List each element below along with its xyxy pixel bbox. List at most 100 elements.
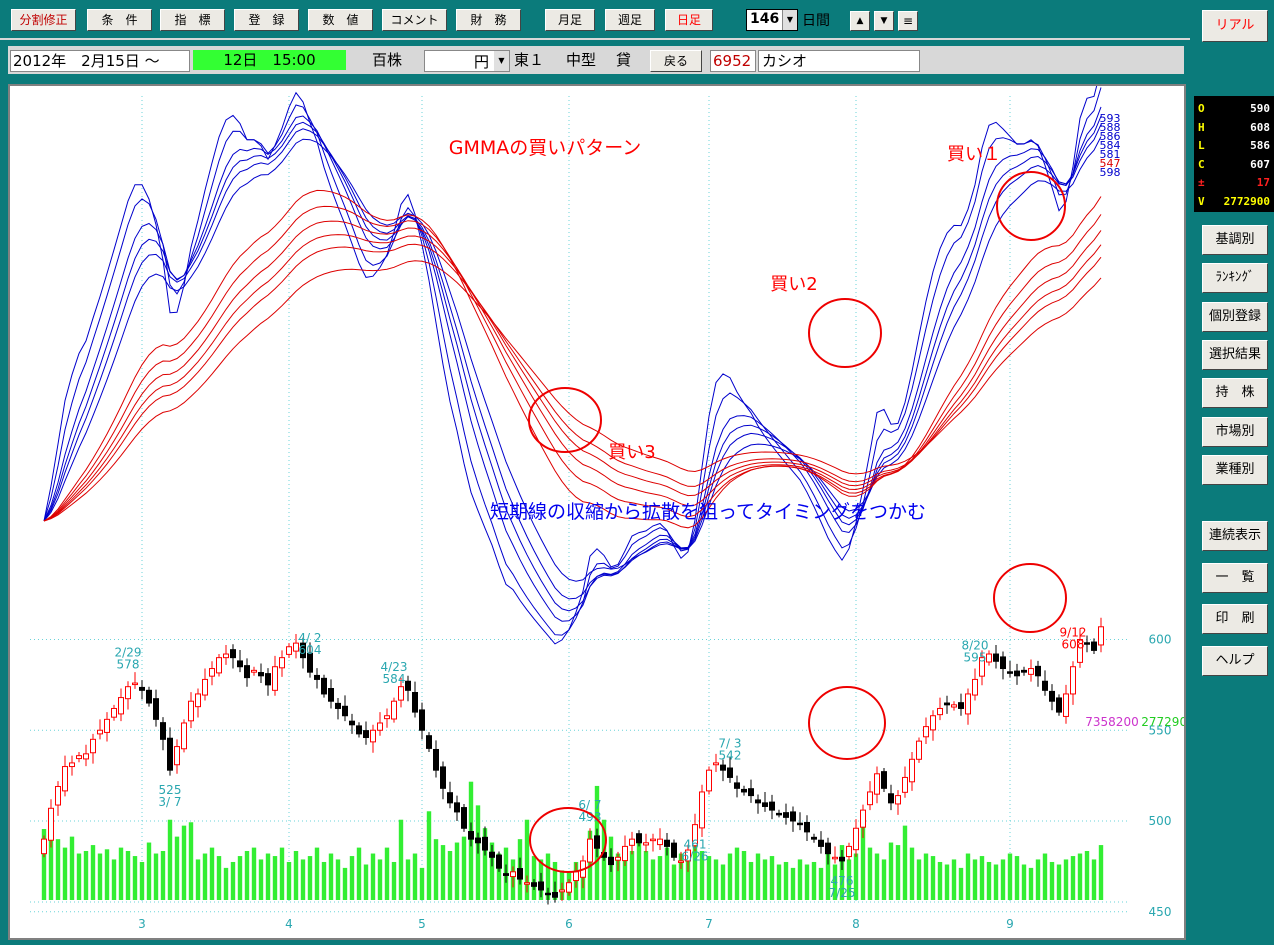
comment-button[interactable]: コメント	[382, 9, 447, 31]
candle-body	[104, 718, 110, 733]
candle-body	[398, 686, 404, 701]
side-button[interactable]: 基調別	[1202, 225, 1268, 255]
candle-body	[419, 709, 425, 731]
candle-body	[454, 802, 460, 813]
volume-bar	[223, 867, 229, 900]
long-ma-line	[43, 220, 1102, 522]
volume-bar	[139, 861, 145, 900]
volume-bar	[1000, 859, 1006, 900]
candle-body	[1042, 680, 1048, 691]
candle-body	[1000, 656, 1006, 670]
side-button[interactable]: 一 覧	[1202, 562, 1268, 593]
ma-value-label: 588	[1100, 121, 1121, 134]
volume-bar	[811, 861, 817, 900]
volume-bar	[440, 845, 446, 900]
monthly-button[interactable]: 月足	[545, 9, 595, 31]
side-button[interactable]: 業種別	[1202, 454, 1268, 485]
chevron-down-icon[interactable]: ▼	[782, 10, 797, 30]
candle-body	[377, 722, 383, 731]
candle-body	[41, 838, 47, 855]
daily-button[interactable]: 日足	[665, 9, 713, 31]
toolbar-bottom-border	[0, 38, 1190, 40]
highlight-circle	[529, 807, 607, 873]
candle-body	[783, 812, 789, 818]
volume-bar	[482, 828, 488, 900]
candle-body	[972, 678, 978, 696]
volume-bar	[853, 853, 859, 900]
indicator-button[interactable]: 指 標	[160, 9, 225, 31]
candle-body	[853, 827, 859, 851]
volume-bar	[69, 836, 75, 900]
month-tick-label: 7	[705, 917, 713, 931]
side-button[interactable]: 市場別	[1202, 416, 1268, 447]
month-tick-label: 8	[852, 917, 860, 931]
candle-body	[125, 686, 131, 700]
candle-body	[272, 666, 278, 691]
candle-body	[223, 653, 229, 659]
price-label-line1: 6/ 7	[578, 798, 601, 812]
volume-bar	[986, 861, 992, 900]
volume-bar	[489, 842, 495, 900]
stock-name[interactable]: カシオ	[758, 50, 920, 72]
volume-bar	[1035, 859, 1041, 900]
candle-body	[909, 758, 915, 783]
price-label-line2: 608	[1062, 638, 1085, 652]
candle-body	[132, 682, 138, 686]
highlight-circle	[528, 387, 602, 453]
short-ma-line	[43, 86, 1098, 645]
weekly-button[interactable]: 週足	[605, 9, 655, 31]
side-button[interactable]: 連続表示	[1202, 521, 1268, 551]
candle-body	[111, 707, 117, 718]
realtime-button[interactable]: リアル	[1202, 10, 1268, 42]
side-button[interactable]: ﾗﾝｷﾝｸﾞ	[1202, 263, 1268, 294]
volume-bar	[923, 853, 929, 900]
candle-body	[566, 882, 572, 893]
candle-body	[937, 707, 943, 716]
side-button[interactable]: 持 株	[1202, 378, 1268, 409]
volume-bar	[160, 850, 166, 900]
long-ma-line	[43, 243, 1102, 522]
menu-icon[interactable]: ≡	[898, 11, 918, 31]
days-select[interactable]: 146 ▼	[746, 9, 798, 31]
side-button[interactable]: 選択結果	[1202, 339, 1268, 370]
finance-button[interactable]: 財 務	[456, 9, 521, 31]
candle-body	[1063, 693, 1069, 717]
chevron-down-icon[interactable]: ▼	[494, 51, 509, 71]
candle-body	[902, 776, 908, 793]
candle-body	[916, 740, 922, 760]
volume-bar	[531, 856, 537, 900]
ohlc-value: 607	[1250, 157, 1270, 171]
currency-select[interactable]: 円 ▼	[424, 50, 510, 72]
candle-body	[391, 700, 397, 720]
candle-body	[762, 802, 768, 807]
candle-body	[370, 729, 376, 743]
candle-body	[755, 799, 761, 804]
candle-body	[874, 773, 880, 795]
candle-body	[1077, 639, 1083, 663]
candle-body	[405, 680, 411, 691]
candle-body	[825, 842, 831, 855]
values-button[interactable]: 数 値	[308, 9, 373, 31]
candle-body	[363, 730, 369, 739]
highlight-circle	[808, 686, 886, 760]
side-button[interactable]: 個別登録	[1202, 301, 1268, 332]
price-label-line2: 6/26	[682, 850, 709, 864]
long-ma-line	[43, 189, 1102, 529]
candle-body	[629, 838, 635, 846]
register-button[interactable]: 登 録	[234, 9, 299, 31]
back-button[interactable]: 戻る	[650, 50, 702, 72]
condition-button[interactable]: 条 件	[87, 9, 152, 31]
side-button[interactable]: 印 刷	[1202, 604, 1268, 634]
price-label-line1: 461	[684, 838, 707, 852]
volume-bar	[412, 853, 418, 900]
up-arrow-icon[interactable]: ▲	[850, 11, 870, 31]
candle-body	[321, 677, 327, 695]
volume-bar	[286, 861, 292, 900]
side-button[interactable]: ヘルプ	[1202, 645, 1268, 676]
candle-body	[356, 725, 362, 735]
down-arrow-icon[interactable]: ▼	[874, 11, 894, 31]
volume-bar	[293, 850, 299, 900]
split-adjust-button[interactable]: 分割修正	[11, 9, 76, 31]
price-label-line1: 8/20	[962, 638, 989, 652]
ma-value-label: 547	[1100, 157, 1121, 170]
